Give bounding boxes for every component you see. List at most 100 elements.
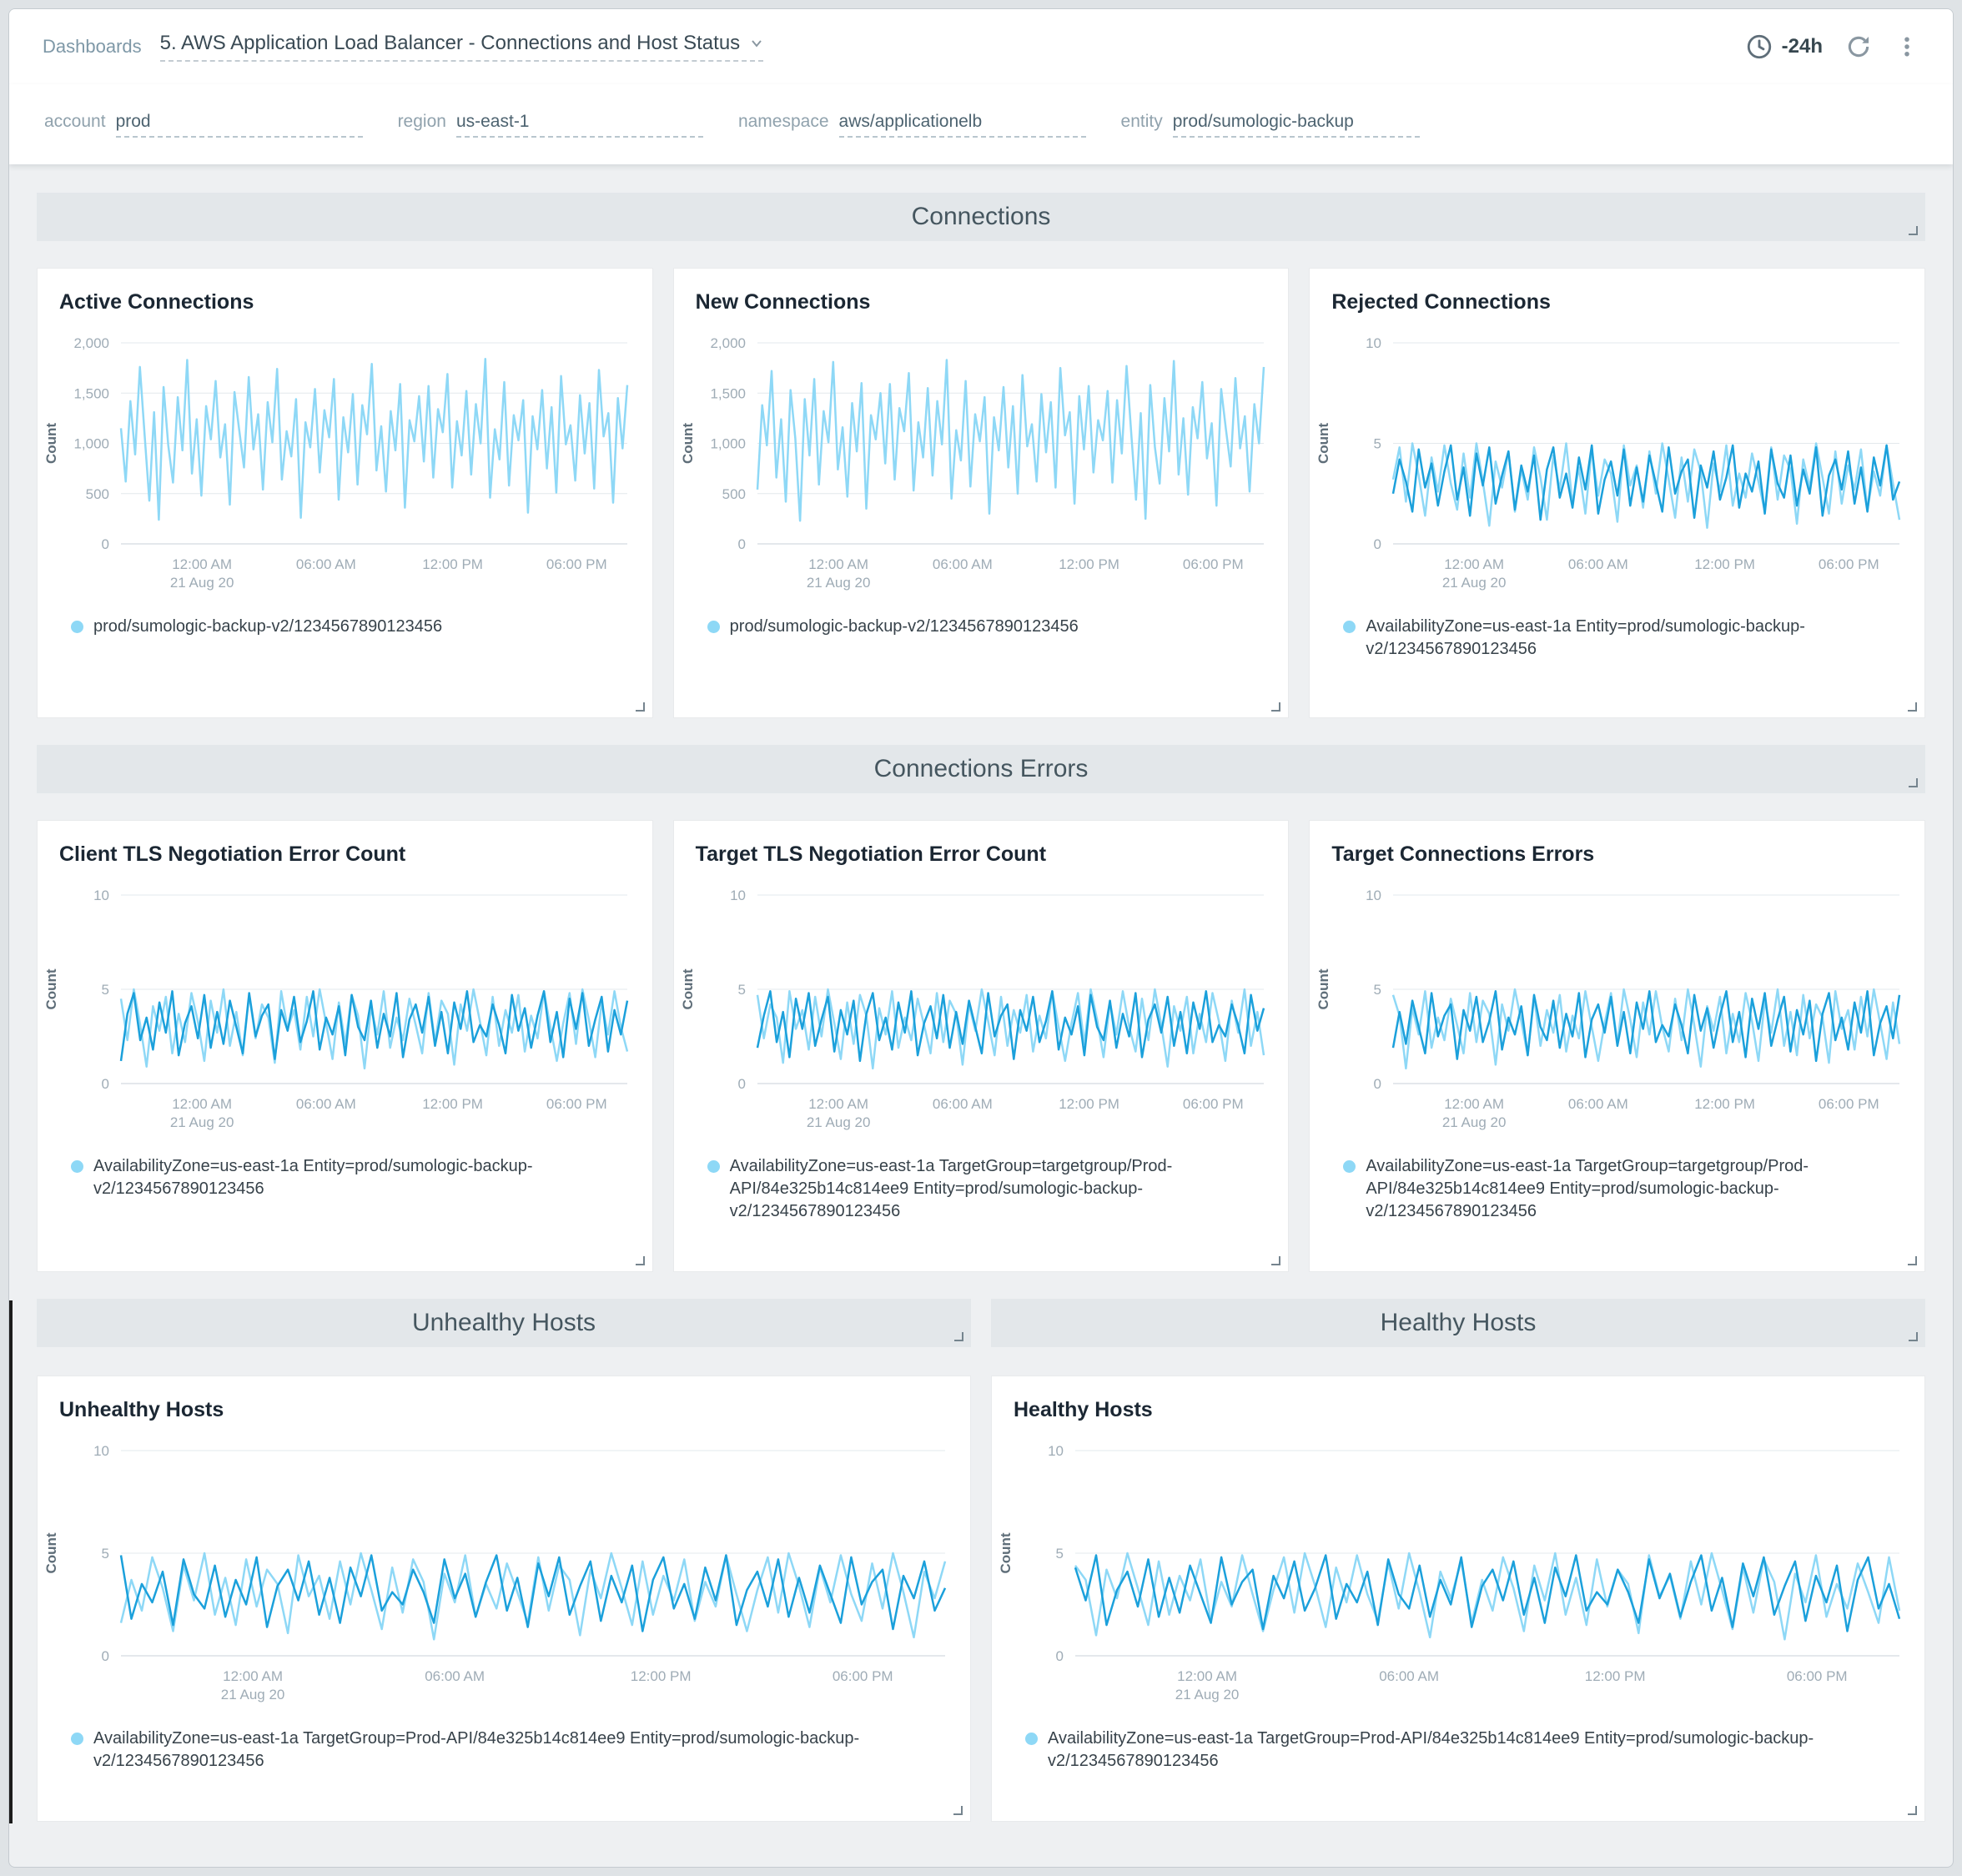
new-connections-chart[interactable]: 0 500 1,000 1,500 2,000 12:00 AM 21 Aug 20 06:0… [674, 323, 1289, 611]
time-range-button[interactable]: -24h [1745, 33, 1823, 61]
resize-corner-icon[interactable] [1908, 1806, 1917, 1815]
svg-text:10: 10 [93, 1443, 109, 1459]
legend-color-dot [1343, 621, 1356, 633]
svg-text:21 Aug 20: 21 Aug 20 [806, 575, 870, 591]
filter-namespace-input[interactable]: aws/applicationelb [838, 112, 1086, 138]
connections-panel-row: Active Connections 0 500 1,000 1,500 2,000 12… [37, 268, 1925, 718]
panel-target-tls-errors: Target TLS Negotiation Error Count 0 5 10 1… [672, 820, 1290, 1272]
svg-text:1,500: 1,500 [73, 385, 109, 401]
svg-text:0: 0 [737, 1076, 745, 1092]
section-header-unhealthy-hosts[interactable]: Unhealthy Hosts [37, 1299, 971, 1347]
svg-text:12:00 AM: 12:00 AM [808, 556, 868, 572]
svg-text:Count: Count [1316, 423, 1331, 464]
filter-region-input[interactable]: us-east-1 [455, 112, 703, 138]
svg-text:06:00 AM: 06:00 AM [425, 1668, 485, 1684]
dashboard-page: Dashboards 5. AWS Application Load Balan… [8, 8, 1954, 1868]
section-header-healthy-hosts[interactable]: Healthy Hosts [991, 1299, 1925, 1347]
panel-healthy-hosts: Healthy Hosts 0 5 10 12:00 AM 21 Aug 20 06:00… [991, 1376, 1925, 1822]
svg-text:5: 5 [737, 982, 745, 998]
panel-target-connections-errors: Target Connections Errors 0 5 10 12:00 AM 21… [1309, 820, 1925, 1272]
svg-text:12:00 PM: 12:00 PM [422, 1096, 483, 1112]
svg-text:06:00 PM: 06:00 PM [1819, 556, 1879, 572]
clock-icon [1747, 34, 1771, 59]
legend: AvailabilityZone=us-east-1a TargetGroup=… [1310, 1150, 1924, 1223]
svg-text:06:00 PM: 06:00 PM [546, 1096, 607, 1112]
section-header-connections-errors[interactable]: Connections Errors [37, 745, 1925, 793]
time-range-value: -24h [1781, 35, 1823, 58]
legend-color-dot [1025, 1733, 1038, 1745]
svg-text:5: 5 [102, 982, 109, 998]
resize-corner-icon[interactable] [1271, 702, 1281, 712]
legend: AvailabilityZone=us-east-1a Entity=prod/… [38, 1150, 652, 1200]
svg-text:06:00 PM: 06:00 PM [1183, 556, 1244, 572]
top-bar: Dashboards 5. AWS Application Load Balan… [9, 9, 1953, 84]
legend-color-dot [71, 621, 83, 633]
svg-text:Count: Count [43, 423, 59, 464]
filter-namespace: namespace aws/applicationelb [738, 112, 1086, 138]
svg-text:Count: Count [998, 1532, 1014, 1573]
resize-corner-icon[interactable] [1909, 226, 1918, 235]
legend: AvailabilityZone=us-east-1a TargetGroup=… [674, 1150, 1289, 1223]
legend-color-dot [71, 1733, 83, 1745]
healthy-hosts-chart[interactable]: 0 5 10 12:00 AM 21 Aug 20 06:00 AM 12:00 PM 06:… [992, 1431, 1924, 1723]
svg-text:06:00 AM: 06:00 AM [933, 556, 993, 572]
legend-label[interactable]: AvailabilityZone=us-east-1a Entity=prod/… [1366, 617, 1805, 658]
active-connections-chart[interactable]: 0 500 1,000 1,500 2,000 12:00 AM 21 Aug 20 06:0… [38, 323, 652, 611]
legend-label[interactable]: prod/sumologic-backup-v2/123456789012345… [729, 617, 1079, 636]
legend-label[interactable]: AvailabilityZone=us-east-1a TargetGroup=… [729, 1157, 1173, 1220]
section-header-connections[interactable]: Connections [37, 193, 1925, 241]
resize-corner-icon[interactable] [954, 1332, 963, 1341]
section-title: Connections [911, 203, 1051, 230]
filter-account-input[interactable]: prod [115, 112, 363, 138]
target-tls-errors-chart[interactable]: 0 5 10 12:00 AM 21 Aug 20 06:00 AM 12:00 PM 06:… [674, 875, 1289, 1150]
svg-text:0: 0 [1056, 1648, 1064, 1664]
filter-entity-input[interactable]: prod/sumologic-backup [1172, 112, 1420, 138]
svg-text:21 Aug 20: 21 Aug 20 [806, 1114, 870, 1130]
resize-corner-icon[interactable] [1271, 1256, 1281, 1265]
panel-title: Active Connections [59, 290, 254, 314]
panel-title: New Connections [695, 290, 871, 314]
resize-corner-icon[interactable] [1909, 1332, 1918, 1341]
filter-region: region us-east-1 [398, 112, 703, 138]
svg-text:0: 0 [1374, 536, 1381, 552]
svg-text:06:00 PM: 06:00 PM [833, 1668, 893, 1684]
unhealthy-hosts-chart[interactable]: 0 5 10 12:00 AM 21 Aug 20 06:00 AM 12:00 PM 06:… [38, 1431, 970, 1723]
legend-color-dot [707, 621, 720, 633]
svg-text:21 Aug 20: 21 Aug 20 [170, 575, 234, 591]
legend-label[interactable]: AvailabilityZone=us-east-1a TargetGroup=… [1048, 1729, 1814, 1770]
svg-text:10: 10 [93, 888, 109, 903]
svg-text:21 Aug 20: 21 Aug 20 [1442, 1114, 1507, 1130]
kebab-menu-button[interactable] [1894, 33, 1919, 61]
connections-errors-panel-row: Client TLS Negotiation Error Count 0 5 10 1… [37, 820, 1925, 1272]
legend-label[interactable]: AvailabilityZone=us-east-1a TargetGroup=… [1366, 1157, 1809, 1220]
resize-corner-icon[interactable] [1908, 702, 1917, 712]
svg-text:12:00 AM: 12:00 AM [1177, 1668, 1237, 1684]
chevron-down-icon [752, 40, 762, 48]
dashboard-content: Connections Active Connections 0 500 1,000… [9, 164, 1953, 1867]
legend-label[interactable]: AvailabilityZone=us-east-1a Entity=prod/… [93, 1157, 533, 1198]
left-edge-marker [9, 1300, 13, 1823]
breadcrumb[interactable]: Dashboards [43, 36, 142, 57]
legend-label[interactable]: prod/sumologic-backup-v2/123456789012345… [93, 617, 443, 636]
svg-text:Count: Count [680, 968, 696, 1009]
legend-label[interactable]: AvailabilityZone=us-east-1a TargetGroup=… [93, 1729, 860, 1770]
hosts-section-bars: Unhealthy Hosts Healthy Hosts [37, 1299, 1925, 1347]
client-tls-errors-chart[interactable]: 0 5 10 12:00 AM 21 Aug 20 06:00 AM 12:00 PM 06:… [38, 875, 652, 1150]
legend-color-dot [707, 1160, 720, 1173]
resize-corner-icon[interactable] [635, 702, 645, 712]
resize-corner-icon[interactable] [1908, 1256, 1917, 1265]
resize-corner-icon[interactable] [1909, 778, 1918, 787]
legend: AvailabilityZone=us-east-1a Entity=prod/… [1310, 611, 1924, 661]
panel-title: Unhealthy Hosts [59, 1398, 224, 1421]
svg-text:10: 10 [1048, 1443, 1064, 1459]
refresh-button[interactable] [1844, 33, 1873, 61]
section-title: Unhealthy Hosts [411, 1309, 596, 1336]
resize-corner-icon[interactable] [635, 1256, 645, 1265]
resize-corner-icon[interactable] [953, 1806, 963, 1815]
dashboard-title-dropdown[interactable]: 5. AWS Application Load Balancer - Conne… [159, 32, 764, 62]
rejected-connections-chart[interactable]: 0 5 10 12:00 AM 21 Aug 20 06:00 AM 12:00 PM 06:… [1310, 323, 1924, 611]
panel-title: Client TLS Negotiation Error Count [59, 842, 406, 866]
svg-text:5: 5 [1374, 436, 1381, 452]
target-connections-errors-chart[interactable]: 0 5 10 12:00 AM 21 Aug 20 06:00 AM 12:00 PM 06:… [1310, 875, 1924, 1150]
svg-text:06:00 PM: 06:00 PM [1787, 1668, 1848, 1684]
